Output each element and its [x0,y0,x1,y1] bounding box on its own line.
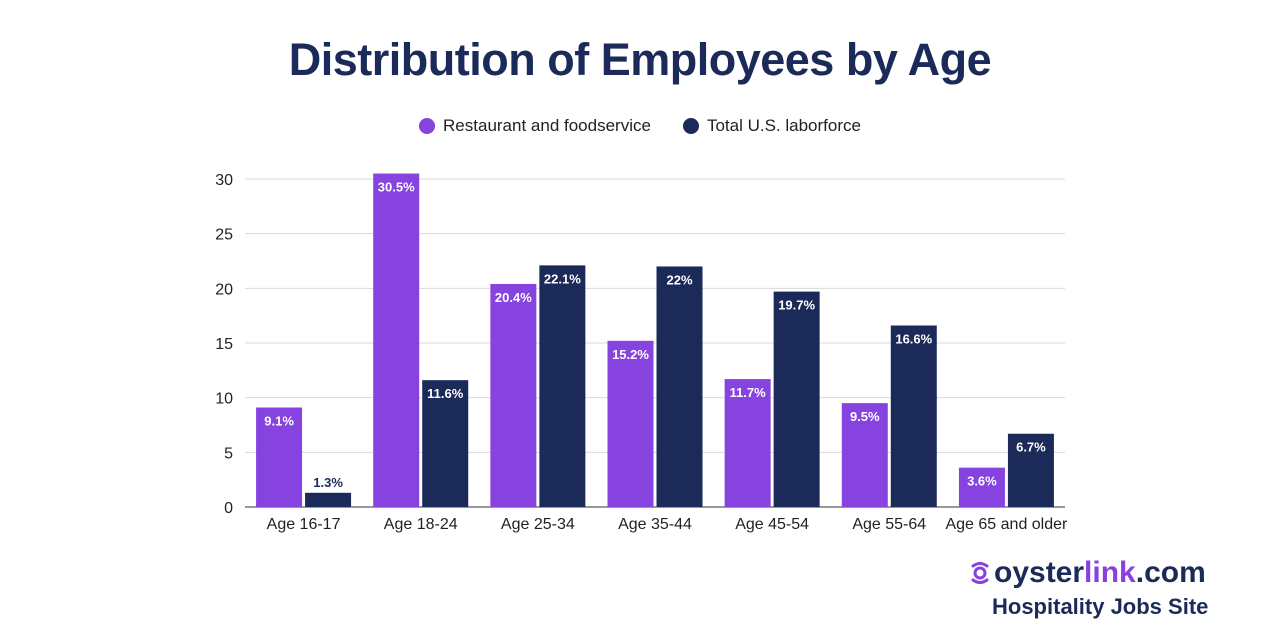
y-tick-label: 25 [215,227,233,244]
x-tick-label: Age 18-24 [384,516,458,533]
brand-name-link: link [1084,556,1136,589]
legend-swatch-total [682,118,699,134]
data-label: 9.1% [264,414,294,429]
x-tick-label: Age 16-17 [267,516,341,533]
legend: Restaurant and foodservice Total U.S. la… [0,116,1280,136]
y-tick-label: 15 [215,336,233,353]
bar [373,173,420,508]
legend-item-total: Total U.S. laborforce [682,116,861,136]
legend-item-restaurant: Restaurant and foodservice [419,116,651,136]
x-tick-label: Age 25-34 [501,516,575,533]
brand-name-suffix: .com [1135,556,1206,589]
brand-logo: oyster link .com Hospitality Jobs Site [970,556,1230,620]
brand-name-prefix: oyster [994,556,1085,589]
x-tick-label: Age 35-44 [618,516,692,533]
y-tick-label: 0 [224,500,233,517]
bar [607,340,654,507]
y-tick-label: 5 [224,445,233,462]
y-tick-label: 10 [215,391,233,408]
bar [656,266,703,507]
brand-tagline: Hospitality Jobs Site [992,594,1209,619]
legend-swatch-restaurant [419,118,436,134]
bar [841,403,888,507]
data-label: 3.6% [967,474,997,489]
chart-title: Distribution of Employees by Age [288,34,992,85]
x-tick-label: Age 65 and older [945,516,1068,533]
bar [773,291,820,507]
data-label: 19.7% [778,298,815,313]
data-label: 9.5% [850,409,880,424]
bar [305,492,352,507]
data-label: 30.5% [378,180,415,195]
bar [724,379,771,507]
data-label: 22% [666,272,692,287]
data-label: 20.4% [495,290,532,305]
x-tick-label: Age 55-64 [852,516,926,533]
bar [1007,433,1054,507]
data-label: 1.3% [313,475,343,490]
data-label: 16.6% [895,332,932,347]
oyster-logo-icon [971,562,989,584]
data-label: 11.6% [427,386,464,401]
data-label: 11.7% [730,385,767,400]
legend-label-restaurant: Restaurant and foodservice [443,116,651,135]
bar [890,325,937,507]
data-label: 15.2% [612,347,649,362]
data-label: 6.7% [1016,440,1046,455]
x-tick-label: Age 45-54 [735,516,809,533]
bar [490,283,537,507]
bar [256,407,303,507]
bar [422,380,469,507]
y-tick-label: 30 [215,172,233,189]
bar-chart: 0 5 10 15 20 25 30 Age 16-17 9.1% 1.3% Age 18-24 30… [215,172,1068,533]
bar [539,265,586,507]
legend-label-total: Total U.S. laborforce [706,116,861,135]
bar [958,467,1005,507]
y-tick-label: 20 [215,281,233,298]
data-label: 22.1% [544,271,581,286]
